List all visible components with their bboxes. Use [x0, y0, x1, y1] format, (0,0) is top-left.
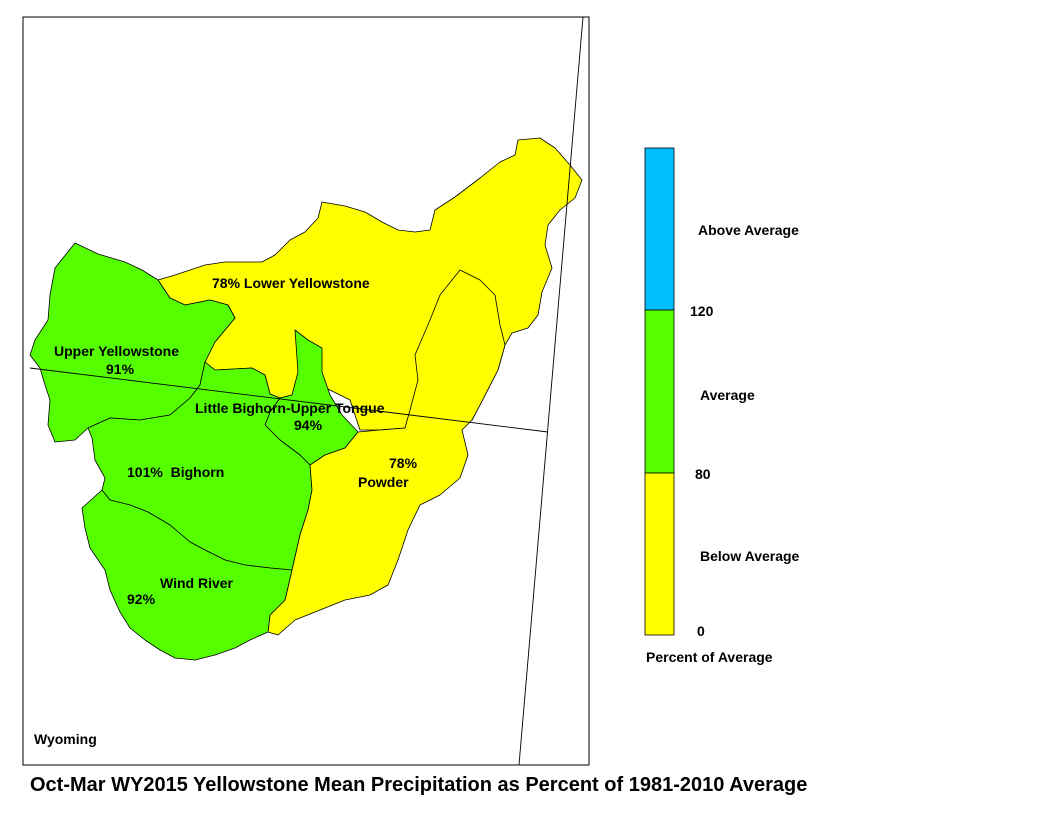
- label-little-bighorn-name: Little Bighorn-Upper Tongue: [195, 400, 385, 416]
- label-state-wyoming: Wyoming: [34, 731, 97, 747]
- page-title: Oct-Mar WY2015 Yellowstone Mean Precipit…: [30, 774, 808, 796]
- basins-layer: [29, 137, 583, 661]
- label-upper-yellowstone-name: Upper Yellowstone: [54, 343, 179, 359]
- legend-tick-0: 0: [697, 623, 705, 639]
- label-wind-river-name: Wind River: [160, 575, 234, 591]
- legend-label-above: Above Average: [698, 222, 799, 238]
- label-little-bighorn-percent: 94%: [294, 417, 323, 433]
- label-powder-name: Powder: [358, 474, 409, 490]
- state-border-east: [518, 16, 584, 766]
- label-lower-yellowstone: 78% Lower Yellowstone: [212, 275, 370, 291]
- label-wind-river-percent: 92%: [127, 591, 156, 607]
- basin-wind-river[interactable]: [81, 489, 293, 661]
- legend: Above Average Average Below Average 120 …: [644, 147, 800, 665]
- state-border-north: [29, 367, 549, 433]
- label-powder-percent: 78%: [389, 455, 418, 471]
- label-bighorn: 101% Bighorn: [127, 464, 224, 480]
- basin-powder[interactable]: [267, 269, 506, 636]
- legend-title: Percent of Average: [646, 649, 773, 665]
- legend-label-average: Average: [700, 387, 755, 403]
- legend-swatch-below: [644, 472, 675, 636]
- basin-labels: 78% Lower Yellowstone Upper Yellowstone …: [34, 275, 418, 747]
- legend-swatch-average: [644, 309, 675, 474]
- legend-tick-80: 80: [695, 466, 711, 482]
- legend-tick-120: 120: [690, 303, 714, 319]
- label-upper-yellowstone-percent: 91%: [106, 361, 135, 377]
- state-boundary: [29, 16, 584, 766]
- legend-swatch-above: [644, 147, 675, 311]
- legend-label-below: Below Average: [700, 548, 800, 564]
